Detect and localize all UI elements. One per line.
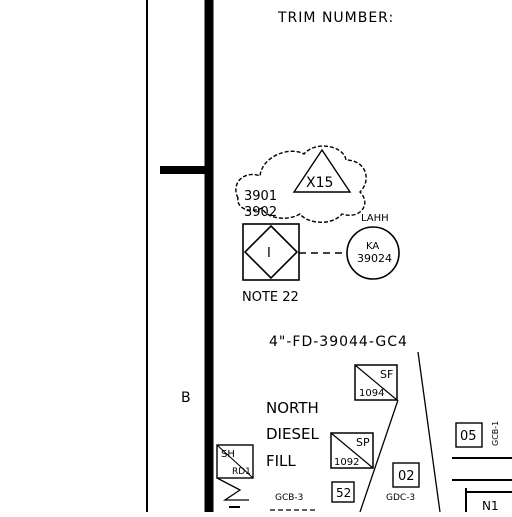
instrument-note: NOTE 22: [242, 290, 299, 305]
revision-tag-1: 3901: [244, 189, 277, 204]
revision-triangle-label: X15: [306, 175, 333, 191]
alarm-bubble: [346, 226, 400, 280]
vent-box-sf-diagonal: [354, 364, 398, 401]
revision-triangle-icon: [292, 148, 352, 193]
equipment-label-line1: NORTH: [266, 399, 319, 417]
revision-cloud: [235, 145, 367, 223]
zone-label: B: [181, 390, 191, 406]
instrument-symbol: I: [267, 246, 271, 261]
vent-sh-leader: [216, 477, 249, 501]
vent-sh-number: RD1: [232, 467, 251, 477]
label-n1: N1: [482, 499, 499, 512]
line-number-leader: [417, 351, 441, 513]
vent-box-sp: [330, 432, 374, 469]
equipment-label-line2: DIESEL: [266, 425, 319, 443]
vent-box-sp-diagonal: [330, 432, 374, 469]
box-05-label: 05: [460, 429, 477, 444]
vent-box-sh: [216, 444, 254, 479]
vent-sp-letters: SP: [356, 436, 370, 449]
alarm-tag-label: LAHH: [361, 213, 389, 224]
label-gcb3: GCB-3: [275, 493, 303, 503]
vent-sf-letters: SF: [380, 368, 393, 381]
alarm-bubble-number: 39024: [357, 252, 392, 265]
box-05: [455, 422, 483, 448]
box-02-label: 02: [398, 469, 415, 484]
instrument-diamond-icon: [243, 224, 299, 280]
box-02: [392, 462, 420, 488]
vent-box-sf: [354, 364, 398, 401]
line-number-label: 4"-FD-39044-GC4: [269, 334, 408, 350]
box-52: [331, 481, 355, 503]
label-gcb1: GCB-1: [491, 421, 500, 446]
vent-sf-number: 1094: [359, 388, 384, 399]
alarm-bubble-letters: KA: [366, 241, 379, 252]
vent-sf-leader: [359, 399, 399, 513]
vent-box-sh-diagonal: [216, 444, 254, 479]
revision-tag-2: 3902: [244, 205, 277, 220]
box-52-label: 52: [336, 486, 351, 500]
vent-sh-letters: SH: [221, 449, 235, 460]
label-gdc3: GDC-3: [386, 493, 415, 503]
trim-number-label: TRIM NUMBER:: [277, 10, 394, 26]
instrument-box: [242, 223, 300, 281]
equipment-label-line3: FILL: [266, 452, 296, 470]
vent-sp-number: 1092: [334, 457, 359, 468]
